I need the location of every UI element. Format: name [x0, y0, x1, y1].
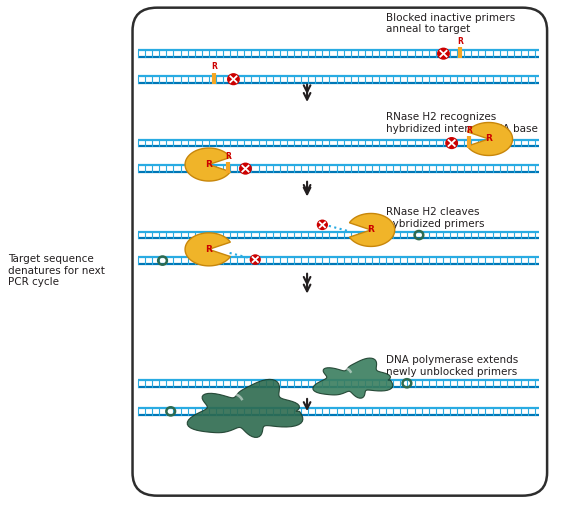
Text: R: R — [206, 245, 212, 254]
Text: R: R — [457, 37, 463, 45]
Circle shape — [446, 138, 457, 149]
Circle shape — [317, 220, 327, 229]
FancyBboxPatch shape — [132, 8, 547, 496]
Polygon shape — [467, 123, 513, 155]
Text: Target sequence
denatures for next
PCR cycle: Target sequence denatures for next PCR c… — [8, 254, 104, 287]
Text: R: R — [206, 160, 212, 169]
Polygon shape — [313, 358, 393, 398]
Polygon shape — [349, 214, 395, 246]
Circle shape — [438, 49, 449, 59]
Circle shape — [240, 164, 251, 174]
Text: R: R — [466, 126, 472, 135]
Polygon shape — [187, 379, 303, 437]
Polygon shape — [185, 148, 230, 181]
Text: R: R — [485, 134, 492, 144]
Circle shape — [250, 255, 260, 264]
Text: R: R — [368, 225, 375, 235]
Text: DNA polymerase extends
newly unblocked primers: DNA polymerase extends newly unblocked p… — [386, 355, 518, 377]
Polygon shape — [185, 233, 230, 266]
Circle shape — [228, 74, 239, 85]
Text: R: R — [225, 152, 231, 160]
Text: R: R — [211, 62, 218, 71]
Text: RNase H2 recognizes
hybridized internal RNA base: RNase H2 recognizes hybridized internal … — [386, 112, 538, 134]
Text: Blocked inactive primers
anneal to target: Blocked inactive primers anneal to targe… — [386, 13, 516, 34]
Text: RNase H2 cleaves
hybridized primers: RNase H2 cleaves hybridized primers — [386, 207, 485, 228]
